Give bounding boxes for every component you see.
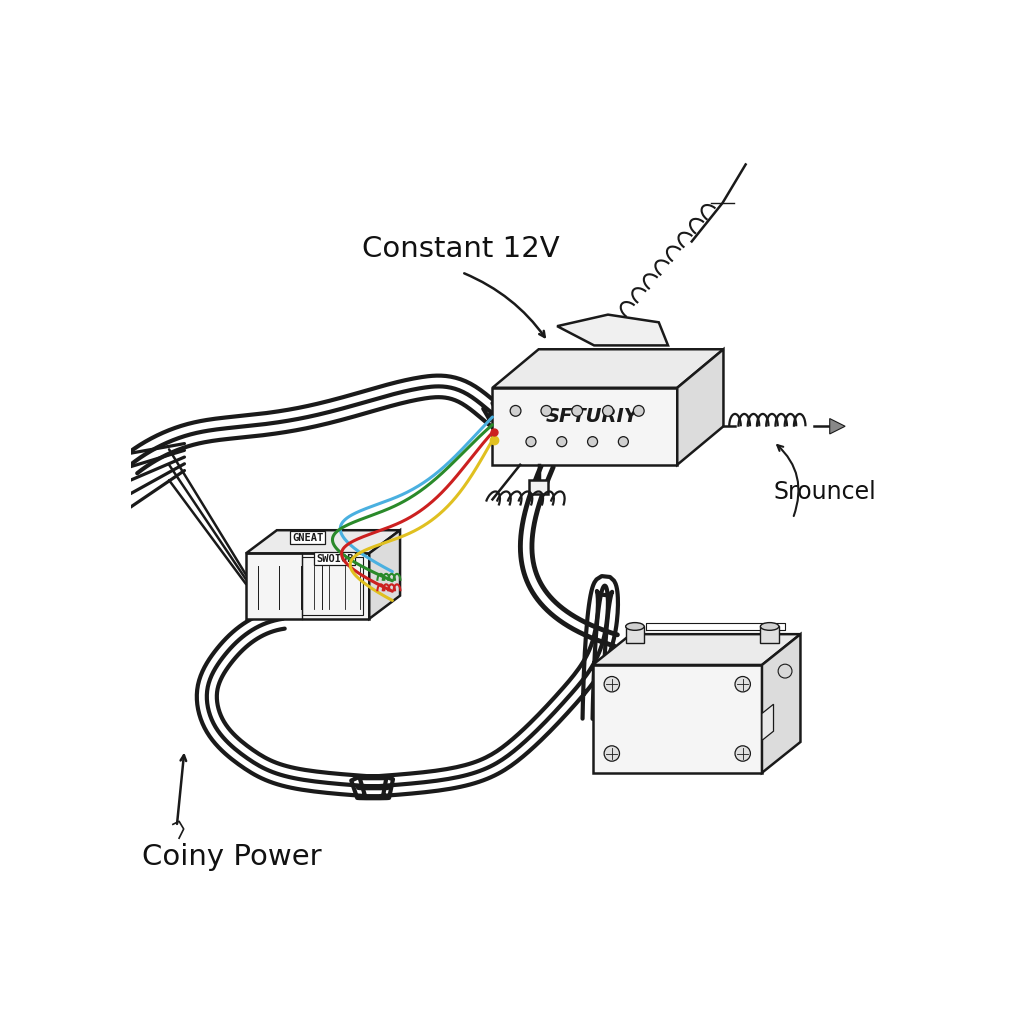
Circle shape xyxy=(778,665,792,678)
Polygon shape xyxy=(529,480,548,494)
Polygon shape xyxy=(557,314,668,345)
Text: Constant 12V: Constant 12V xyxy=(361,234,559,263)
Polygon shape xyxy=(246,530,400,553)
Circle shape xyxy=(735,745,751,761)
Text: Srouncel: Srouncel xyxy=(773,480,877,505)
Text: SWOIOB: SWOIOB xyxy=(316,554,353,563)
Circle shape xyxy=(735,677,751,692)
Circle shape xyxy=(510,406,521,416)
Circle shape xyxy=(588,436,598,446)
Circle shape xyxy=(526,436,536,446)
Circle shape xyxy=(618,436,629,446)
Text: SFTURIY: SFTURIY xyxy=(546,408,638,426)
Polygon shape xyxy=(370,530,400,618)
Circle shape xyxy=(634,406,644,416)
Text: GNEAT: GNEAT xyxy=(292,532,324,543)
Polygon shape xyxy=(246,553,370,618)
Ellipse shape xyxy=(626,623,644,631)
Polygon shape xyxy=(829,419,845,434)
Polygon shape xyxy=(493,388,677,465)
Circle shape xyxy=(604,745,620,761)
Circle shape xyxy=(604,677,620,692)
Text: Coiny Power: Coiny Power xyxy=(142,843,322,871)
Ellipse shape xyxy=(761,623,779,631)
Circle shape xyxy=(541,406,552,416)
Polygon shape xyxy=(762,705,773,740)
Polygon shape xyxy=(762,634,801,773)
Polygon shape xyxy=(761,627,779,643)
Polygon shape xyxy=(593,665,762,773)
Circle shape xyxy=(602,406,613,416)
Polygon shape xyxy=(626,627,644,643)
Polygon shape xyxy=(493,349,724,388)
Circle shape xyxy=(557,436,566,446)
Polygon shape xyxy=(593,634,801,665)
Polygon shape xyxy=(677,349,724,465)
Circle shape xyxy=(571,406,583,416)
